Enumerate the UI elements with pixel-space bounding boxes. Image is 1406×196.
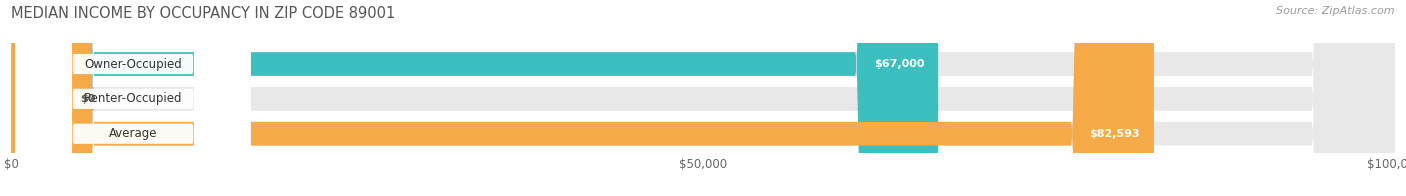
Text: $0: $0: [80, 94, 96, 104]
FancyBboxPatch shape: [15, 0, 250, 196]
FancyBboxPatch shape: [11, 0, 1395, 196]
Text: Average: Average: [108, 127, 157, 140]
FancyBboxPatch shape: [15, 0, 250, 196]
Text: Owner-Occupied: Owner-Occupied: [84, 58, 181, 71]
Text: MEDIAN INCOME BY OCCUPANCY IN ZIP CODE 89001: MEDIAN INCOME BY OCCUPANCY IN ZIP CODE 8…: [11, 6, 395, 21]
FancyBboxPatch shape: [11, 0, 938, 196]
Text: $82,593: $82,593: [1090, 129, 1140, 139]
FancyBboxPatch shape: [11, 0, 1154, 196]
Text: Source: ZipAtlas.com: Source: ZipAtlas.com: [1277, 6, 1395, 16]
FancyBboxPatch shape: [15, 0, 250, 196]
FancyBboxPatch shape: [0, 0, 94, 196]
Text: Renter-Occupied: Renter-Occupied: [84, 92, 183, 105]
Text: $67,000: $67,000: [875, 59, 924, 69]
FancyBboxPatch shape: [11, 0, 1395, 196]
FancyBboxPatch shape: [11, 0, 1395, 196]
